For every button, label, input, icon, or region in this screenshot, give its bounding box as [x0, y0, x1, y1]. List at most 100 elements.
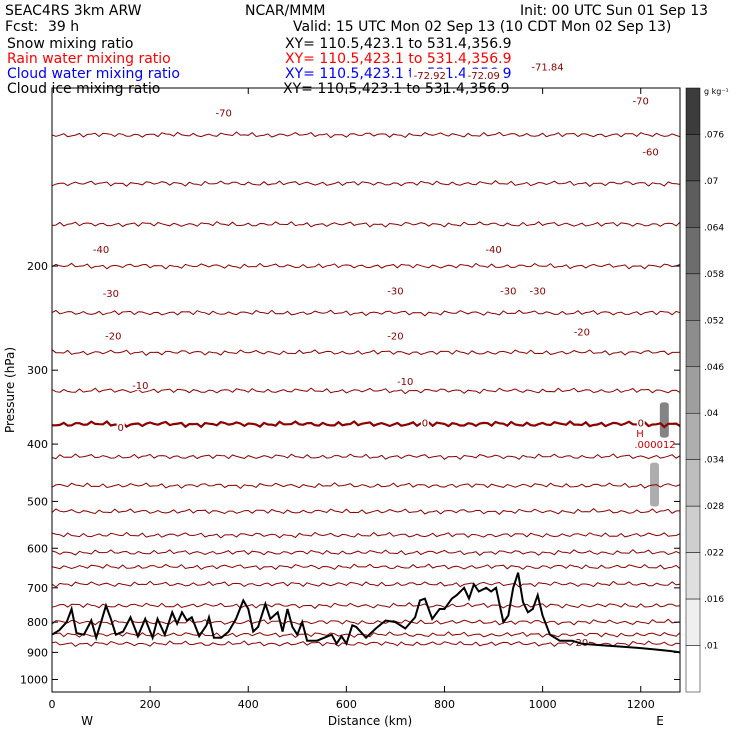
contour-label: -40 — [93, 245, 109, 256]
x-left-end-label: W — [81, 714, 93, 728]
temperature-contour — [51, 563, 681, 571]
valid-time: Valid: 15 UTC Mon 02 Sep 13 (10 CDT Mon … — [293, 19, 672, 35]
contour-label: -30 — [103, 289, 119, 300]
legend-cloud-water-label: Cloud water mixing ratio — [7, 66, 180, 82]
x-tick-label: 1200 — [627, 698, 655, 711]
y-tick-label: 800 — [27, 616, 48, 629]
contour-label: -40 — [485, 245, 501, 256]
contour-label: -20 — [387, 331, 403, 342]
colorbar-bin — [685, 227, 701, 275]
colorbar-bin — [685, 505, 701, 553]
colorbar-label: .016 — [704, 595, 724, 605]
y-tick-label: 400 — [27, 438, 48, 451]
annotation-h-value: .000012 — [634, 440, 675, 451]
colorbar-label: .076 — [704, 130, 724, 140]
contour-label: -30 — [530, 287, 546, 298]
legend-cloud-water-xy: XY= 110.5,423.1 to 531.4,356.9 — [285, 66, 512, 82]
contour-label: -71.84 — [531, 63, 563, 74]
x-axis-label: Distance (km) — [328, 714, 412, 728]
plot-frame — [51, 87, 681, 693]
fcst-label: Fcst: — [5, 19, 39, 35]
temperature-contour — [51, 131, 681, 139]
colorbar-bin — [685, 598, 701, 646]
x-tick-label: 800 — [434, 698, 455, 711]
temperature-contour — [51, 531, 681, 539]
legend-rain-xy: XY= 110.5,423.1 to 531.4,356.9 — [285, 51, 512, 67]
contour-label: -20 — [574, 327, 590, 338]
colorbar: .076 .07 .064 .058 .052 .046 .04 .034 .028 .022 .0… — [685, 87, 724, 693]
legend-cloud-ice-label: Cloud ice mixing ratio — [7, 81, 161, 97]
temperature-contour — [51, 387, 681, 395]
org-label: NCAR/MMM — [245, 3, 326, 19]
colorbar-label: .046 — [704, 363, 724, 373]
contour-label: -20 — [105, 331, 121, 342]
colorbar-label: .058 — [704, 270, 724, 280]
temperature-contour — [51, 221, 681, 228]
x-tick-label: 200 — [140, 698, 161, 711]
colorbar-bin — [685, 645, 701, 693]
freezing-level-contour — [52, 420, 681, 429]
legend-rain-label: Rain water mixing ratio — [7, 51, 171, 67]
legend-snow-xy: XY= 110.5,423.1 to 531.4,356.9 — [285, 36, 512, 52]
temperature-contour — [51, 262, 681, 270]
colorbar-label: .064 — [704, 223, 724, 233]
colorbar-label: .052 — [704, 316, 724, 326]
x-right-end-label: E — [656, 714, 664, 728]
x-tick-label: 0 — [49, 698, 56, 711]
colorbar-unit: g kg⁻¹ — [704, 87, 729, 96]
annotation-h: H — [636, 429, 644, 440]
colorbar-bin — [685, 366, 701, 414]
temperature-contour — [51, 549, 681, 556]
contour-label: -60 — [642, 147, 658, 158]
cloud-ice-shading — [659, 402, 669, 438]
temperature-contour — [51, 349, 681, 356]
colorbar-bin — [685, 552, 701, 600]
contour-label: 0 — [118, 423, 124, 434]
contour-label: -72.09 — [468, 71, 500, 82]
y-tick-label: 1000 — [20, 673, 48, 686]
x-tick-label: 1000 — [529, 698, 557, 711]
colorbar-bin — [685, 459, 701, 507]
colorbar-bin — [685, 273, 701, 321]
contour-label: -10 — [132, 381, 148, 392]
terrain-profile — [51, 572, 681, 654]
temperature-contour — [51, 309, 681, 317]
contour-label: -30 — [500, 287, 516, 298]
colorbar-bin — [685, 412, 701, 460]
colorbar-bin — [685, 180, 701, 228]
colorbar-label: .028 — [704, 502, 724, 512]
y-tick-label: 500 — [27, 495, 48, 508]
y-tick-label: 600 — [27, 542, 48, 555]
fcst-value: 39 h — [48, 19, 80, 35]
colorbar-bin — [685, 87, 701, 135]
colorbar-bin — [685, 320, 701, 368]
temperature-contour — [51, 602, 681, 609]
x-tick-label: 400 — [238, 698, 259, 711]
colorbar-label: .034 — [704, 456, 724, 466]
y-tick-label: 200 — [27, 260, 48, 273]
init-time: Init: 00 UTC Sun 01 Sep 13 — [520, 3, 709, 19]
colorbar-label: .04 — [704, 409, 719, 419]
temperature-contour — [51, 631, 681, 639]
colorbar-label: .01 — [704, 642, 718, 652]
contour-label: -30 — [387, 287, 403, 298]
temperature-contour — [51, 482, 681, 490]
legend-cloud-ice-xy: XY= 110.5,423.1 to 531.4,356.9 — [283, 81, 510, 97]
contour-label: 0 — [422, 419, 428, 430]
colorbar-label: .07 — [704, 177, 718, 187]
y-axis-label: Pressure (hPa) — [3, 347, 17, 433]
legend-snow-label: Snow mixing ratio — [7, 36, 134, 52]
model-title: SEAC4RS 3km ARW — [5, 3, 142, 19]
y-tick-label: 300 — [27, 364, 48, 377]
x-tick-label: 600 — [336, 698, 357, 711]
y-tick-label: 700 — [27, 582, 48, 595]
temperature-contour — [51, 508, 681, 515]
contour-label: -70 — [633, 97, 649, 108]
contour-label: -70 — [216, 108, 232, 119]
y-tick-label: 900 — [27, 646, 48, 659]
temperature-contour — [51, 453, 681, 460]
colorbar-bin — [685, 134, 701, 182]
temperature-contour — [51, 180, 681, 187]
colorbar-label: .022 — [704, 549, 724, 559]
